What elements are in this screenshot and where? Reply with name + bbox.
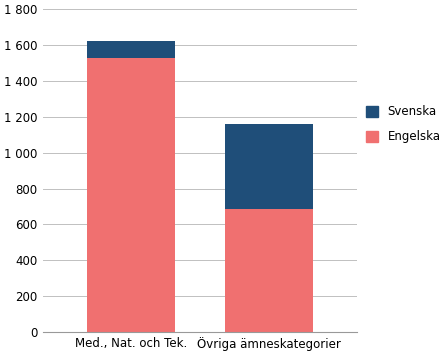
- Bar: [225, 124, 313, 209]
- Bar: [225, 209, 313, 332]
- Bar: [87, 40, 175, 58]
- Legend: Svenska, Engelska: Svenska, Engelska: [366, 105, 441, 143]
- Bar: [87, 58, 175, 332]
